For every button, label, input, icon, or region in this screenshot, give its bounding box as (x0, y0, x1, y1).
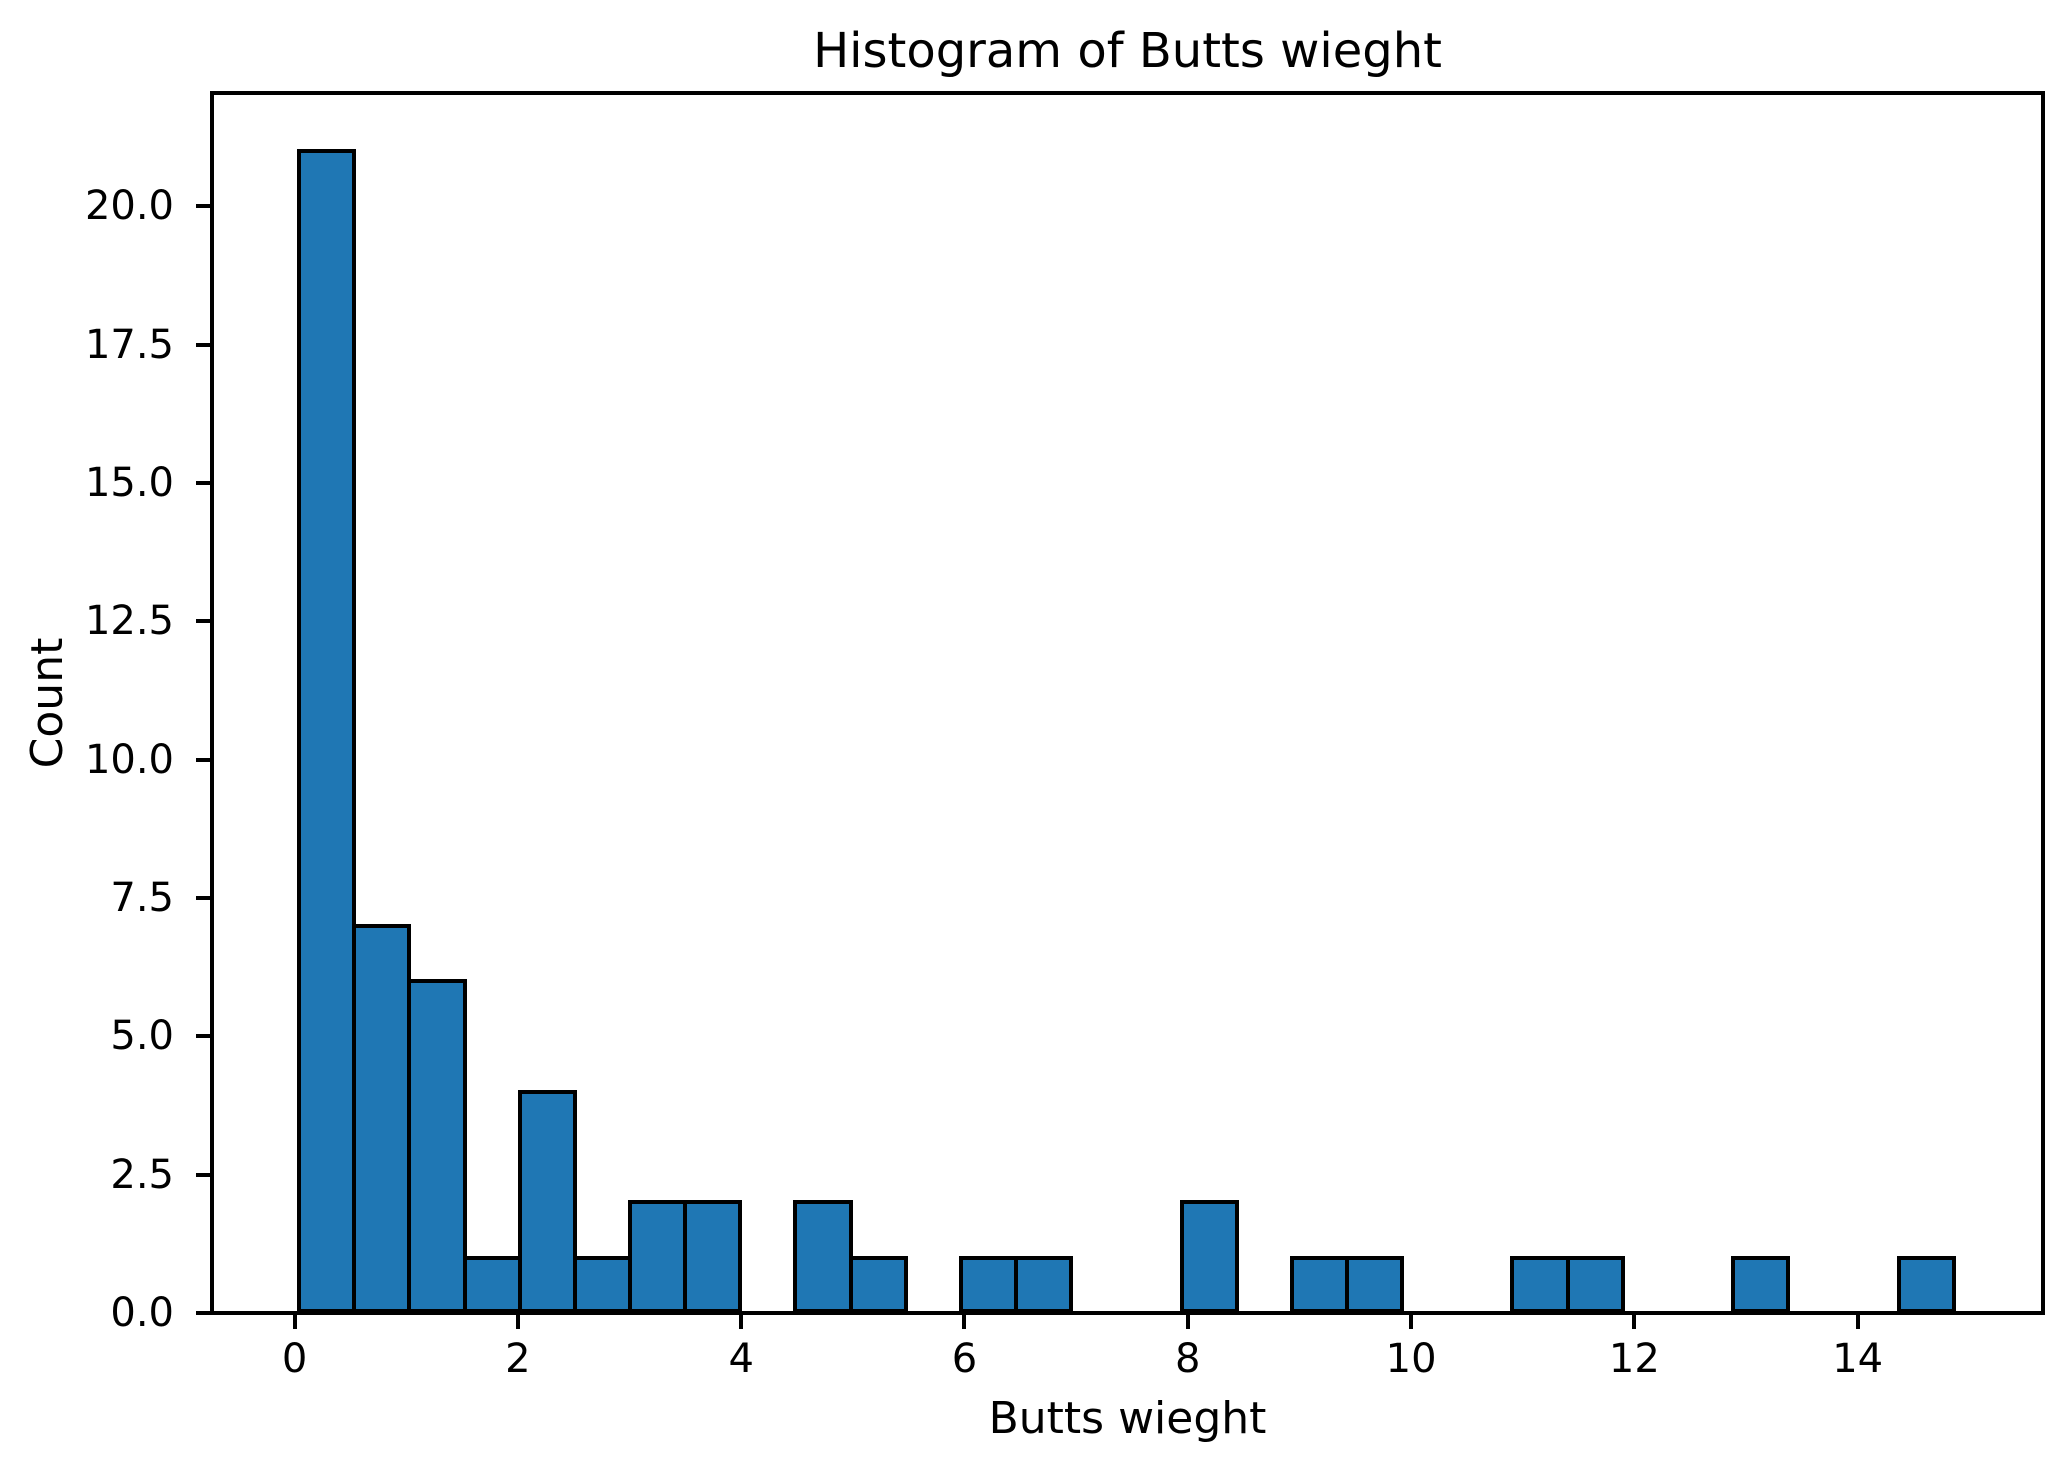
x-axis-tick (962, 1315, 967, 1329)
x-axis-tick-label: 14 (1832, 1336, 1884, 1382)
histogram-bar (1510, 1255, 1570, 1313)
x-axis-tick-label: 12 (1608, 1336, 1660, 1382)
plot-area: 0 2 4 6 8 10 12 14 0.0 2.5 5.0 7.5 10.0 12.5 15.0 17.5 2… (85, 91, 2045, 1379)
x-axis-tick (292, 1315, 297, 1329)
x-axis-tick (739, 1315, 744, 1329)
x-axis-tick (1855, 1315, 1860, 1329)
x-axis-tick-label: 4 (728, 1336, 754, 1382)
y-axis-tick-label: 10.0 (84, 736, 174, 783)
histogram-bar (683, 1200, 743, 1313)
y-axis-tick-label: 17.5 (84, 321, 174, 368)
y-axis-tick (196, 204, 210, 209)
histogram-bar (1565, 1255, 1625, 1313)
y-axis-tick (196, 619, 210, 624)
histogram-bar (1344, 1255, 1405, 1313)
x-axis-tick-label: 6 (951, 1336, 978, 1382)
y-axis-tick-label: 0.0 (110, 1290, 174, 1336)
x-axis-tick-label: 8 (1175, 1336, 1201, 1382)
x-axis-tick-label: 2 (505, 1336, 531, 1382)
histogram-bar (1731, 1255, 1791, 1313)
x-axis-tick-label: 10 (1385, 1336, 1437, 1382)
x-axis-tick (1409, 1315, 1414, 1329)
histogram-bar (297, 149, 357, 1313)
x-axis-label: Butts wieght (988, 1393, 1267, 1444)
y-axis-tick (196, 1311, 210, 1315)
y-axis-tick-label: 12.5 (84, 598, 174, 645)
histogram-bar (958, 1255, 1019, 1313)
y-axis-tick-label: 5.0 (110, 1013, 174, 1060)
y-axis-tick (196, 1034, 210, 1039)
y-axis-tick (196, 342, 210, 347)
histogram-bar (352, 923, 412, 1313)
histogram-bar (1289, 1255, 1349, 1313)
plot-inner: 0 2 4 6 8 10 12 14 0.0 2.5 5.0 7.5 10.0 12.5 15.0 17.5 2… (85, 93, 2043, 1379)
x-axis-tick (1185, 1315, 1190, 1329)
y-axis-label: Count (22, 637, 73, 769)
histogram-bar (628, 1200, 688, 1313)
chart-title: Histogram of Butts wieght (813, 23, 1442, 79)
histogram-bar (1014, 1255, 1074, 1313)
histogram-bar (1179, 1200, 1239, 1313)
histogram-bar (462, 1255, 522, 1313)
y-axis-tick (196, 896, 210, 901)
histogram-bar (1896, 1255, 1956, 1313)
histogram-bar (517, 1089, 577, 1313)
x-axis-tick-label: 0 (281, 1336, 308, 1382)
y-axis-tick (196, 481, 210, 486)
y-axis-tick-label: 20.0 (84, 183, 174, 230)
histogram-bar (793, 1200, 853, 1313)
y-axis-tick-label: 2.5 (110, 1151, 174, 1198)
histogram-bar (848, 1255, 908, 1313)
histogram-bar (407, 979, 467, 1313)
x-axis-tick (1632, 1315, 1637, 1329)
y-axis-tick-label: 15.0 (84, 460, 174, 507)
y-axis-tick-label: 7.5 (110, 875, 174, 922)
histogram-bar (572, 1255, 632, 1313)
y-axis-tick (196, 757, 210, 762)
x-axis-tick (515, 1315, 520, 1329)
y-axis-tick (196, 1172, 210, 1177)
